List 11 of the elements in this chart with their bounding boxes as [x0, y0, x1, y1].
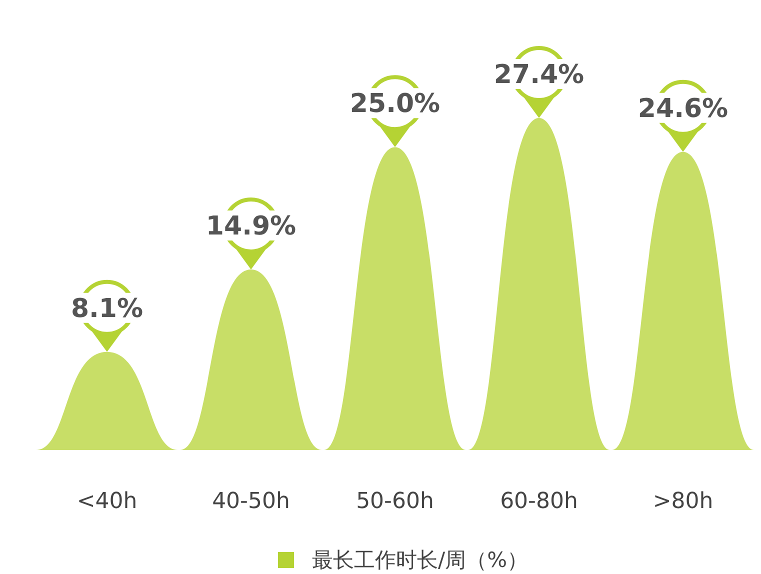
x-tick-label: 40-50h — [212, 489, 290, 514]
data-label: 8.1% — [70, 294, 144, 324]
data-label: 25.0% — [350, 89, 440, 120]
legend-label: 最长工作时长/周（%） — [312, 548, 528, 572]
x-tick-label: 60-80h — [500, 489, 578, 514]
data-label: 14.9% — [206, 211, 296, 242]
x-tick-label: <40h — [76, 489, 138, 514]
data-label: 24.6% — [638, 94, 728, 124]
x-tick-label: 50-60h — [356, 489, 434, 514]
data-label: 27.4% — [494, 60, 584, 90]
x-tick-label: >80h — [652, 489, 714, 514]
